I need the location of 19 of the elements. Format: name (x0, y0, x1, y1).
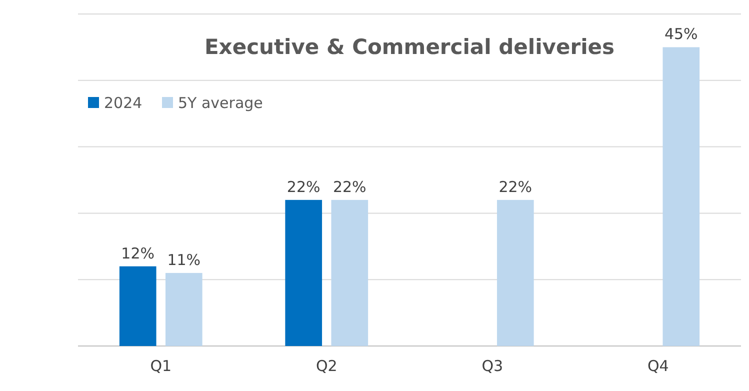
x-tick-label: Q2 (316, 357, 338, 375)
data-label: 11% (167, 250, 201, 269)
data-label: 22% (498, 178, 532, 196)
x-tick-label: Q3 (482, 357, 504, 375)
bar (331, 200, 368, 346)
bar (496, 200, 534, 346)
legend-label: 5Y average (178, 94, 263, 112)
data-label: 45% (664, 25, 698, 44)
data-label: 22% (286, 178, 320, 196)
x-tick-label: Q1 (150, 357, 172, 375)
data-label: 22% (332, 178, 366, 196)
bar (165, 272, 202, 346)
bar (662, 47, 700, 346)
x-tick-label: Q4 (647, 357, 669, 375)
bar (119, 266, 156, 346)
data-label: 12% (121, 244, 155, 262)
legend-label: 2024 (104, 94, 142, 112)
text: Executive & Commercial deliveries (204, 35, 615, 59)
bar (285, 200, 322, 346)
